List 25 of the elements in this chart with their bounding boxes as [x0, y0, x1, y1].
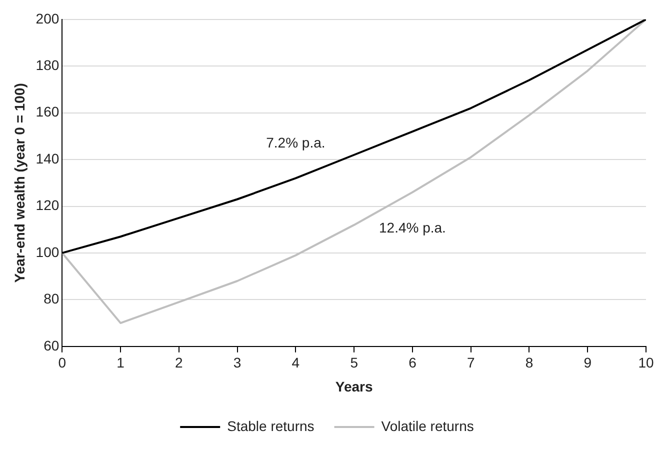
x-tick-label: 2	[175, 354, 184, 371]
y-tick-label: 120	[36, 197, 60, 214]
x-tick-label: 5	[350, 354, 358, 371]
x-tick-label: 7	[466, 354, 475, 371]
x-tick-label: 10	[638, 354, 654, 371]
y-tick-label: 140	[36, 150, 60, 166]
annotation: 12.4% p.a.	[378, 220, 446, 236]
annotation: 7.2% p.a.	[266, 134, 326, 151]
y-axis-title: Year-end wealth (year 0 = 100)	[11, 83, 28, 283]
legend-label: Volatile returns	[381, 418, 474, 434]
y-tick-label: 160	[36, 104, 60, 120]
y-tick-label: 80	[44, 290, 60, 307]
legend-label: Stable returns	[227, 418, 314, 434]
y-tick-label: 180	[36, 56, 60, 73]
y-tick-label: 200	[36, 10, 60, 26]
x-tick-label: 0	[58, 354, 66, 371]
x-tick-label: 6	[408, 354, 417, 371]
y-tick-label: 100	[36, 244, 60, 260]
x-tick-label: 8	[525, 354, 534, 371]
x-tick-label: 1	[116, 354, 125, 371]
x-tick-label: 4	[292, 354, 300, 371]
x-tick-label: 9	[584, 354, 592, 371]
x-axis-title: Years	[335, 378, 373, 394]
x-tick-label: 3	[233, 354, 242, 371]
y-tick-label: 60	[44, 337, 60, 354]
